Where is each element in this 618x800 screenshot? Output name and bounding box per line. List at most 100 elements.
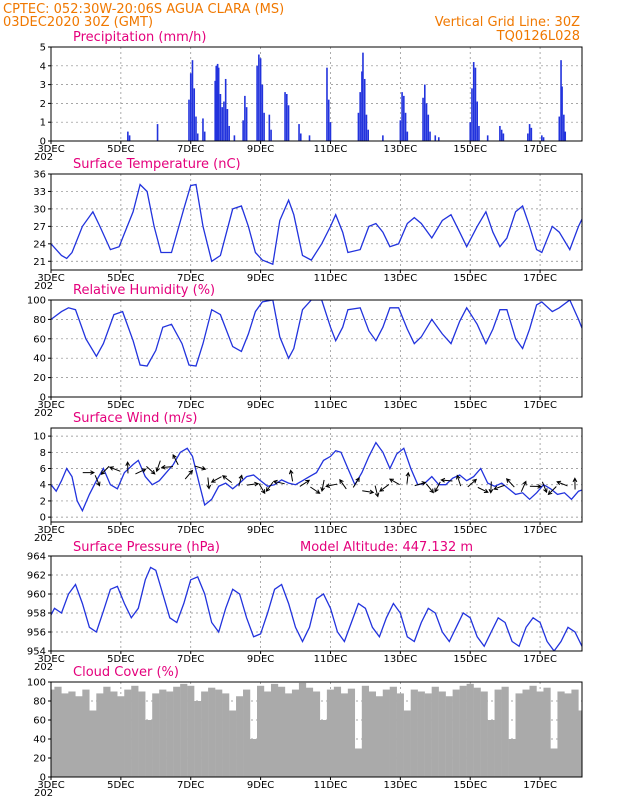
cloud-bar xyxy=(550,748,558,777)
cloud-bar xyxy=(361,685,370,777)
header-model-code: TQ0126L028 xyxy=(496,29,580,44)
precip-bar xyxy=(367,129,370,141)
precip-bar xyxy=(542,137,545,141)
cloud-bar xyxy=(557,691,565,777)
wind-arrow xyxy=(505,478,515,488)
wind-arrow xyxy=(155,460,161,473)
wind-xtick-label: 13DEC xyxy=(383,525,417,536)
wind-arrow xyxy=(477,486,489,493)
cloud-bar xyxy=(89,710,97,777)
precip-xtick-label: 5DEC xyxy=(107,144,134,155)
wind-arrow xyxy=(541,481,548,494)
precip-xtick-label: 7DEC xyxy=(177,144,204,155)
cloud-bar xyxy=(270,683,279,777)
precip-bar xyxy=(299,133,302,141)
precip-bar xyxy=(500,129,503,141)
cloud-bar xyxy=(417,691,425,777)
cloud-bar xyxy=(305,687,314,777)
wind-arrow xyxy=(100,465,110,476)
precip-bar xyxy=(399,120,402,141)
cloud-bar xyxy=(501,686,509,777)
cloud-bar xyxy=(152,693,160,777)
wind-xtick-label: 11DEC xyxy=(314,525,348,536)
precip-bar xyxy=(284,92,286,141)
precip-bar xyxy=(216,63,219,141)
cloud-bar xyxy=(599,690,606,777)
cloud-bar xyxy=(578,710,582,777)
pres-xtick-label: 5DEC xyxy=(107,654,134,665)
wind-arrow xyxy=(125,461,131,474)
temp-ytick-label: 27 xyxy=(33,222,46,233)
precip-bar xyxy=(270,129,272,141)
precip-bar xyxy=(215,65,218,141)
temp-xtick-label: 15DEC xyxy=(453,273,487,284)
pres-xtick-label: 3DEC xyxy=(37,654,64,665)
cloud-bar xyxy=(180,683,188,777)
precip-bar xyxy=(217,67,220,141)
precip-bar xyxy=(263,112,265,141)
precip-panel: 0 1 2 3 4 5 3DEC 5DEC 7DEC 9DEC 11DEC 13DEC 15DEC 17D… xyxy=(34,30,583,163)
cloud-bar xyxy=(201,691,209,777)
cloud-bar xyxy=(564,693,572,777)
wind-arrow xyxy=(389,478,400,486)
cloud-ytick-label: 20 xyxy=(33,754,46,765)
wind-arrow xyxy=(184,469,194,480)
temp-xtick-label: 17DEC xyxy=(523,273,557,284)
wind-arrow xyxy=(135,468,147,475)
temp-ytick-label: 21 xyxy=(33,257,46,268)
wind-arrow xyxy=(160,464,174,470)
precip-bar xyxy=(189,73,192,141)
wind-arrow xyxy=(339,478,347,490)
precip-bar xyxy=(474,67,477,141)
pres-xtick-label: 11DEC xyxy=(314,654,348,665)
precip-bar xyxy=(472,62,475,141)
precip-bar xyxy=(363,78,366,141)
precip-ytick-label: 0 xyxy=(40,137,46,148)
cloud-bar xyxy=(298,682,307,777)
precip-bar xyxy=(502,133,505,141)
model-altitude-annotation: Model Altitude: 447.132 m xyxy=(300,540,473,555)
cloud-bar xyxy=(571,689,579,777)
precip-xtick-label: 15DEC xyxy=(453,144,487,155)
precip-year-label: 202 xyxy=(34,152,53,163)
precip-bar xyxy=(541,135,543,141)
cloud-bar xyxy=(375,696,383,777)
cloud-bar xyxy=(96,693,104,777)
precip-bar xyxy=(362,52,364,141)
wind-ytick-label: 8 xyxy=(40,448,46,459)
precip-bar xyxy=(403,95,405,141)
header-vertical-grid: Vertical Grid Line: 30Z xyxy=(435,15,580,30)
precip-bar xyxy=(261,84,264,141)
precip-bar xyxy=(156,124,159,141)
wind-arrows xyxy=(82,453,607,498)
wind-arrow xyxy=(405,471,411,484)
temp-xtick-label: 5DEC xyxy=(107,273,134,284)
cloud-bar xyxy=(319,720,328,777)
cloud-ytick-label: 40 xyxy=(33,735,46,746)
cloud-bar xyxy=(103,686,111,777)
cloud-bar xyxy=(243,689,251,777)
precip-ytick-label: 3 xyxy=(40,80,46,91)
cloud-bar xyxy=(466,683,474,777)
precip-bar xyxy=(256,65,258,141)
wind-arrow xyxy=(414,481,427,487)
precip-bar xyxy=(298,124,300,141)
wind-arrow xyxy=(603,480,607,491)
rh-year-label: 202 xyxy=(34,408,53,419)
rh-ytick-label: 40 xyxy=(33,354,46,365)
wind-arrow xyxy=(320,479,325,492)
precip-xtick-label: 3DEC xyxy=(37,144,64,155)
wind-arrow xyxy=(272,479,285,485)
precip-bar xyxy=(359,92,361,141)
wind-arrow xyxy=(288,469,294,482)
cloud-bar xyxy=(585,692,592,778)
wind-arrow xyxy=(146,466,156,475)
cloud-xtick-label: 11DEC xyxy=(314,780,348,791)
precip-ytick-label: 1 xyxy=(40,118,46,129)
precip-bar xyxy=(245,107,248,141)
temp-ytick-label: 24 xyxy=(33,239,46,250)
cloud-bar xyxy=(487,720,495,777)
precip-bar xyxy=(242,120,244,141)
cloud-bar xyxy=(606,688,613,777)
pres-data xyxy=(51,566,582,651)
